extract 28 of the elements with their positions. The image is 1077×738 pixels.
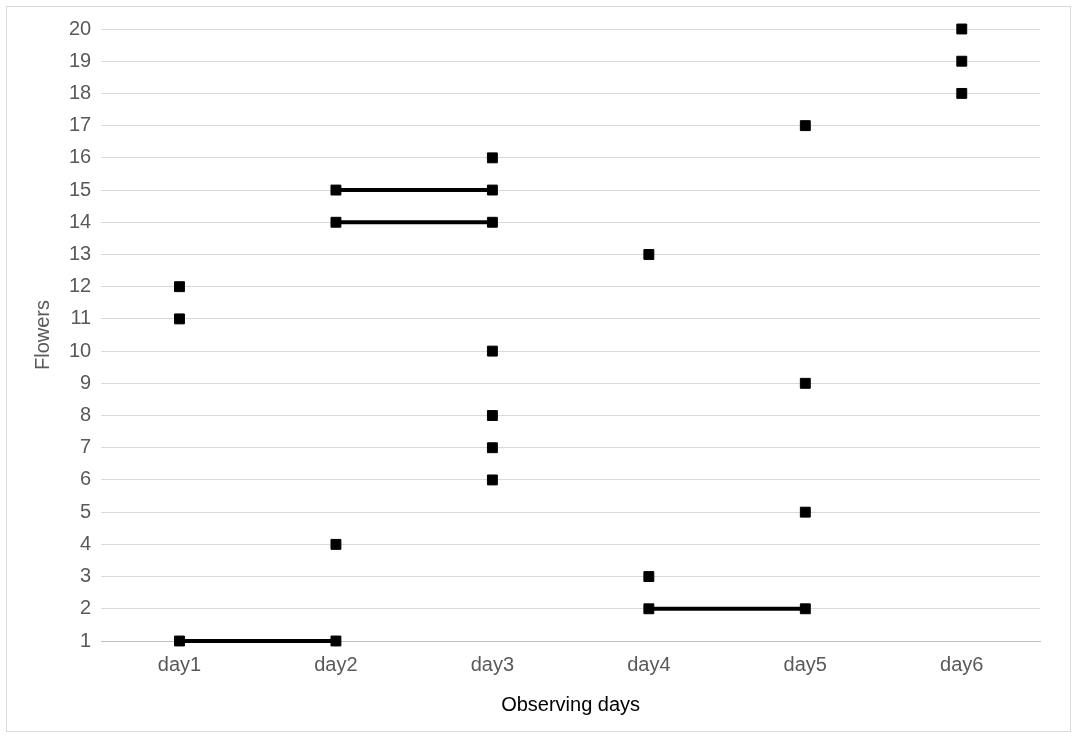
y-tick-label: 10 (69, 338, 92, 361)
x-tick-label: day6 (940, 652, 984, 675)
x-tick-label: day4 (627, 652, 671, 675)
y-tick-label: 1 (80, 628, 92, 651)
x-tick-label: day2 (314, 652, 358, 675)
y-tick-label: 12 (69, 274, 92, 297)
y-tick-label: 14 (69, 209, 92, 232)
y-tick-label: 16 (69, 145, 92, 168)
x-tick-label: day5 (783, 652, 827, 675)
y-tick-label: 8 (80, 403, 92, 426)
y-tick-label: 18 (69, 80, 92, 103)
y-tick-label: 6 (80, 467, 92, 490)
x-tick-label: day1 (157, 652, 202, 675)
y-tick-label: 13 (69, 241, 92, 264)
y-tick-label: 3 (80, 564, 92, 587)
y-tick-label: 19 (69, 48, 92, 71)
y-tick-label: 15 (69, 177, 92, 200)
x-axis-title: Observing days (501, 692, 641, 715)
y-tick-label: 17 (69, 113, 92, 136)
y-tick-label: 11 (70, 306, 92, 329)
y-tick-label: 2 (80, 596, 92, 619)
y-tick-label: 4 (80, 531, 92, 554)
y-tick-label: 7 (80, 435, 92, 458)
y-axis-title: Flowers (30, 299, 53, 371)
x-tick-label: day3 (470, 652, 515, 675)
y-tick-label: 20 (69, 16, 92, 39)
y-tick-label: 9 (80, 370, 92, 393)
y-tick-label: 5 (80, 499, 92, 522)
